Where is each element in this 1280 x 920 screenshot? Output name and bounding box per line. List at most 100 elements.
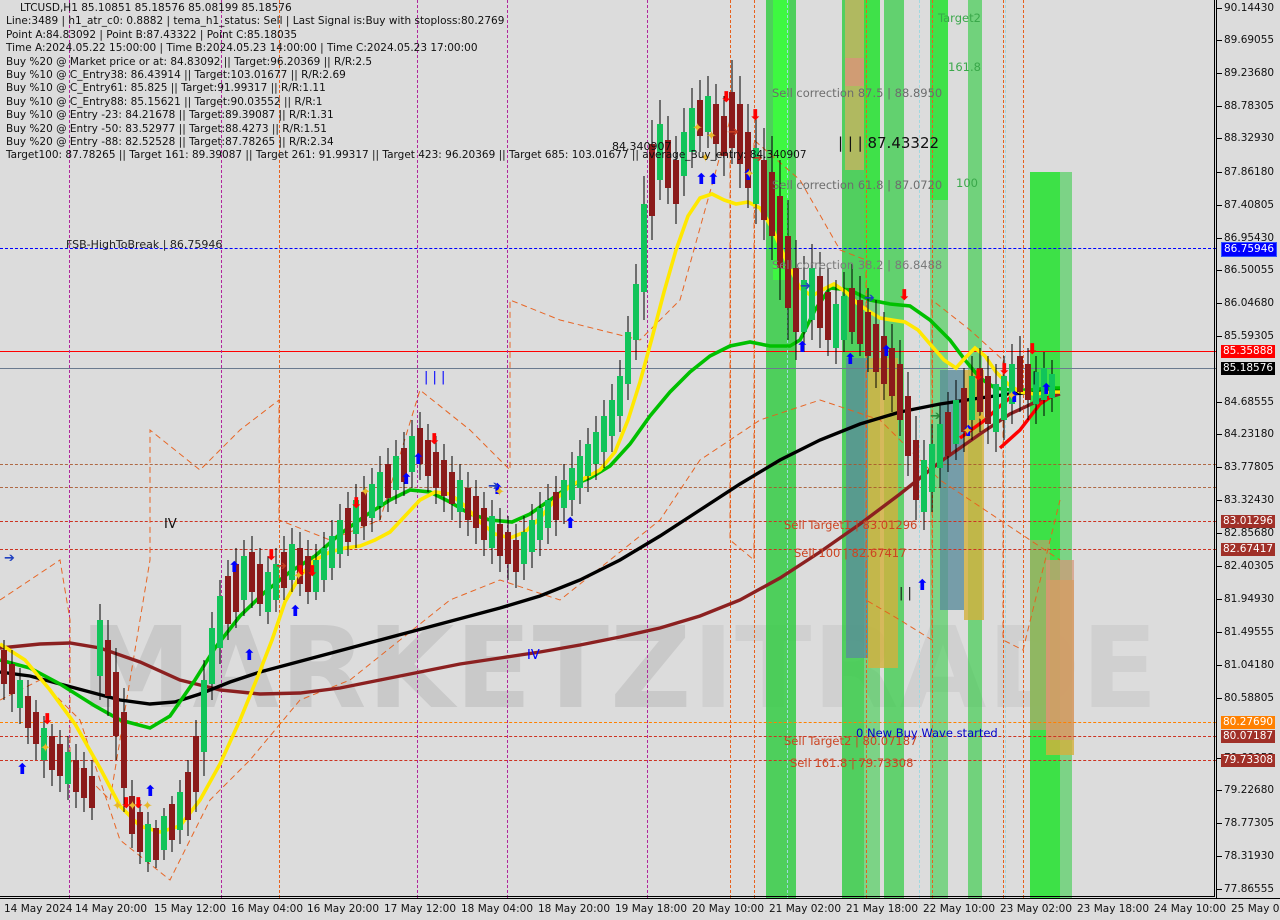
label-target2: Target2 (938, 11, 981, 25)
signal-arrow-down: ⬇ (972, 366, 985, 384)
watermark-light-text: ITRADE (692, 604, 1159, 734)
price-tick: 88.32930 (1217, 132, 1274, 144)
price-tick: 81.94930 (1217, 593, 1274, 605)
signal-arrow-down: ⬇ (428, 430, 441, 448)
price-tick-label: 86.95430 (1224, 232, 1275, 244)
price-axis[interactable]: 90.14430 89.69055 89.23680 88.78305 88.3… (1216, 0, 1280, 898)
signal-arrow-down: ⬇ (998, 360, 1011, 378)
time-tick: 25 May 02:00 (1231, 903, 1280, 915)
signal-arrow-up: ⬆ (880, 342, 893, 360)
label-sell-1618: Sell 161.8 | 79.73308 (790, 756, 914, 770)
signal-arrow-up: ⬆ (916, 576, 929, 594)
label-sell-target1: Sell Target1 | 83.01296 (784, 518, 918, 532)
price-marker-target2[interactable]: 80.07187 (1221, 730, 1276, 743)
chart-plot-area[interactable]: MARKETZITRADE (0, 0, 1216, 898)
label-161-8: 161.8 (948, 60, 981, 74)
watermark-bold-text: MARKETZ (80, 604, 693, 734)
price-tick-label: 82.40305 (1224, 560, 1275, 572)
info-line-status: Line:3489 | h1_atr_c0: 0.8882 | tema_h1_… (6, 15, 505, 28)
vline-orange-f (1023, 0, 1024, 898)
price-marker-sell100[interactable]: 82.67417 (1221, 543, 1276, 556)
star-marker: ✦ (692, 121, 703, 136)
signal-arrow-down: ⬇ (720, 88, 733, 106)
price-tick-label: 83.77805 (1224, 461, 1275, 473)
hline-sell1618 (0, 760, 1216, 761)
signal-arrow-up: ⬆ (1040, 380, 1053, 398)
time-tick: 14 May 2024 (4, 903, 73, 915)
signal-arrow-down: ⬇ (294, 562, 307, 580)
price-tick-label: 87.40805 (1224, 199, 1275, 211)
time-tick: 16 May 04:00 (231, 903, 304, 915)
star-marker: ✦ (976, 411, 987, 426)
star-marker: ✦ (494, 485, 505, 500)
price-tick-label: 88.32930 (1224, 132, 1275, 144)
price-tick: 78.31930 (1217, 850, 1274, 862)
price-tick-label: 80.58805 (1224, 692, 1275, 704)
hline-target2 (0, 736, 1216, 737)
time-tick: 22 May 10:00 (923, 903, 996, 915)
price-tick: 86.95430 (1217, 232, 1274, 244)
vline-orange-e (1003, 0, 1004, 898)
time-tick: 20 May 10:00 (692, 903, 765, 915)
price-tick-label: 78.77305 (1224, 817, 1275, 829)
price-marker-red[interactable]: 85.35888 (1221, 345, 1276, 358)
time-tick: 18 May 04:00 (461, 903, 534, 915)
signal-arrow-down: ⬇ (1026, 340, 1039, 358)
price-tick-label: 81.94930 (1224, 593, 1275, 605)
price-tick: 81.04180 (1217, 659, 1274, 671)
signal-arrow-down: ⬇ (350, 494, 363, 512)
signal-arrow-outline: ➔ (488, 479, 499, 494)
time-tick: 23 May 02:00 (1000, 903, 1073, 915)
chart-info-panel: LTCUSD,H1 85.10851 85.18576 85.08199 85.… (6, 2, 807, 163)
price-tick: 84.68555 (1217, 396, 1274, 408)
label-wave-iv-blue: IV (527, 648, 540, 663)
info-line-buy-e23: Buy %10 @ Entry -23: 84.21678 || Target:… (6, 109, 334, 122)
signal-arrow-outline: ➔ (752, 151, 763, 166)
price-tick: 89.23680 (1217, 67, 1274, 79)
signal-arrow-up: ⬆ (491, 480, 504, 498)
time-tick: 17 May 12:00 (384, 903, 457, 915)
price-tick: 83.32430 (1217, 494, 1274, 506)
label-wave-i: | (1032, 370, 1037, 385)
price-tick-label: 79.22680 (1224, 784, 1275, 796)
price-tick-label: 90.14430 (1224, 2, 1275, 14)
signal-arrow-up: ⬆ (289, 602, 302, 620)
label-wave-iv-red: IV (164, 517, 177, 532)
price-tick: 81.49555 (1217, 626, 1274, 638)
star-marker: ✦ (706, 129, 717, 144)
price-marker-current[interactable]: 85.18576 (1221, 362, 1276, 375)
star-marker: ✦ (962, 424, 973, 439)
time-tick: 19 May 18:00 (615, 903, 688, 915)
signal-arrow-up: ⬆ (707, 170, 720, 188)
signal-arrow-up: ⬆ (16, 760, 29, 778)
vline-cyan-c (1005, 0, 1006, 898)
zone-steel-b (940, 370, 964, 610)
hline-sell100 (0, 549, 1216, 550)
star-marker: ✦ (142, 799, 153, 814)
time-tick: 16 May 20:00 (307, 903, 380, 915)
price-tick-label: 89.23680 (1224, 67, 1275, 79)
time-tick: 21 May 18:00 (846, 903, 919, 915)
zone-green-g (1030, 172, 1072, 898)
hline-target1 (0, 521, 1216, 522)
price-tick-label: 84.23180 (1224, 428, 1275, 440)
price-marker-target1[interactable]: 83.01296 (1221, 515, 1276, 528)
info-line-targets: Target100: 87.78265 || Target 161: 89.39… (6, 149, 807, 162)
price-tick-label: 77.86555 (1224, 883, 1275, 895)
signal-arrow-outline: ➔ (800, 279, 811, 294)
hline-orange-level (0, 722, 1216, 723)
price-tick-label: 86.50055 (1224, 264, 1275, 276)
label-sell-correction-875: Sell correction 87.5 | 88.8950 (772, 86, 943, 100)
signal-arrow-outline: ➔ (728, 125, 739, 140)
price-marker-orange[interactable]: 80.27690 (1221, 716, 1276, 729)
zone-salmon-b (1046, 560, 1074, 740)
price-marker-sell1618[interactable]: 79.73308 (1221, 754, 1276, 767)
zone-steel-a (846, 358, 868, 658)
info-line-buy-e88: Buy %20 @ Entry -88: 82.52528 || Target:… (6, 136, 334, 149)
price-marker-fsb[interactable]: 86.75946 (1221, 242, 1278, 257)
signal-arrow-down: ⬇ (120, 794, 133, 812)
price-tick: 85.59305 (1217, 330, 1274, 342)
signal-arrow-up: ⬆ (228, 558, 241, 576)
price-tick-label: 83.32430 (1224, 494, 1275, 506)
time-axis[interactable]: 14 May 2024 14 May 20:00 15 May 12:00 16… (0, 898, 1280, 920)
